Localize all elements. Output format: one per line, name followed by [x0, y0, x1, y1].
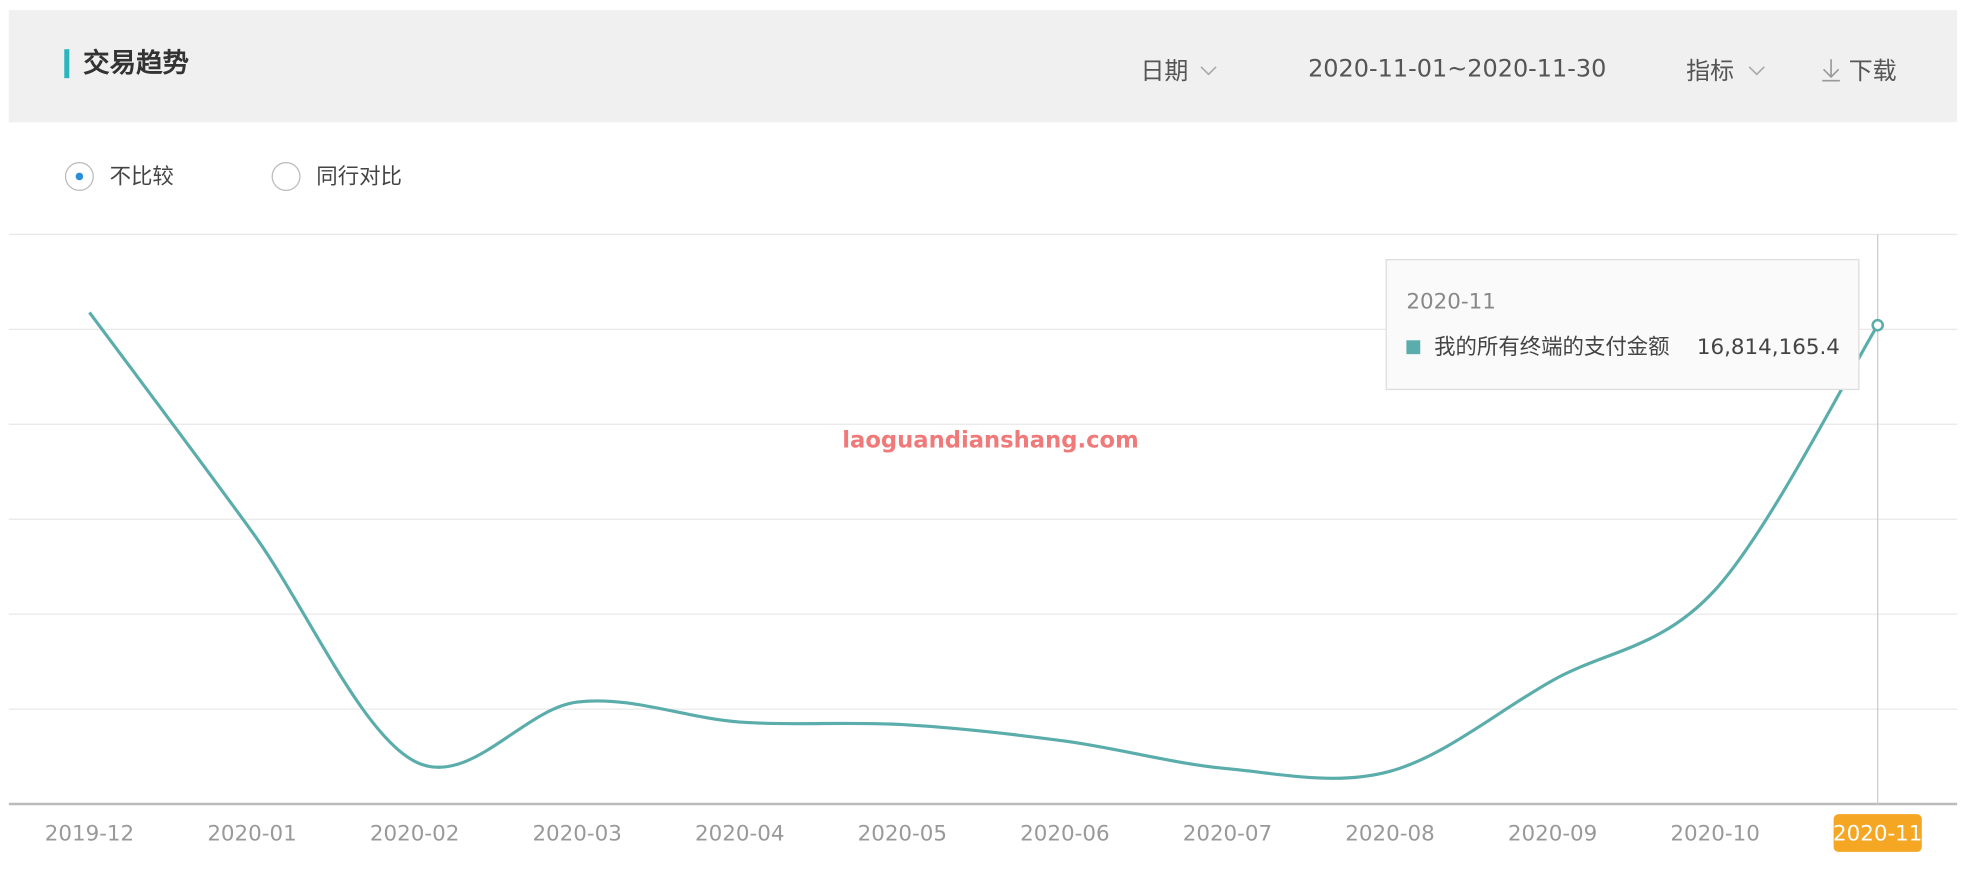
x-tick-label: 2020-01	[207, 821, 296, 846]
download-icon	[1822, 59, 1840, 82]
line-series	[88, 311, 1880, 780]
legend-swatch	[1406, 340, 1421, 355]
x-tick-label: 2020-02	[370, 821, 459, 846]
download-button[interactable]: 下载	[1849, 57, 1897, 85]
x-tick-label: 2020-07	[1183, 821, 1272, 846]
tooltip: 2020-11 我的所有终端的支付金额 16,814,165.4	[1385, 259, 1860, 391]
chart: laoguandianshang.com 2019-12 2020-01 2020-0…	[8, 233, 1958, 852]
watermark: laoguandianshang.com	[842, 428, 1138, 454]
x-tick-label: 2020-04	[695, 821, 784, 846]
x-tick-label: 2020-08	[1345, 821, 1434, 846]
dropdown-arrow	[1748, 66, 1765, 76]
dropdown-arrow	[1200, 66, 1217, 76]
radio[interactable]	[271, 161, 301, 191]
legend-label: 我的所有终端的支付金额	[1434, 335, 1669, 360]
radio-label[interactable]: 同行对比	[316, 165, 402, 190]
x-tick-label: 2020-11	[1833, 821, 1922, 846]
x-label-highlight	[1833, 814, 1922, 852]
x-tick-label: 2020-05	[858, 821, 947, 846]
radio-label[interactable]: 不比较	[110, 165, 174, 190]
date-range[interactable]: 2020-11-01~2020-11-30	[1308, 54, 1606, 82]
tooltip-title: 2020-11	[1406, 289, 1495, 314]
hover-point	[1871, 318, 1885, 332]
tooltip-box	[1385, 259, 1860, 391]
date-dropdown[interactable]: 日期	[1140, 57, 1188, 85]
metric-dropdown[interactable]: 指标	[1686, 57, 1734, 85]
section-title: 交易趋势	[83, 48, 189, 79]
x-tick-label: 2020-06	[1020, 821, 1109, 846]
radio-dot	[75, 172, 84, 181]
header-bar	[8, 10, 1958, 123]
x-tick-label: 2020-09	[1508, 821, 1597, 846]
tooltip-value: 16,814,165.4	[1697, 335, 1840, 360]
x-tick-label: 2020-03	[532, 821, 621, 846]
x-tick-label: 2019-12	[45, 821, 134, 846]
title-accent	[64, 49, 70, 79]
x-tick-label: 2020-10	[1670, 821, 1759, 846]
